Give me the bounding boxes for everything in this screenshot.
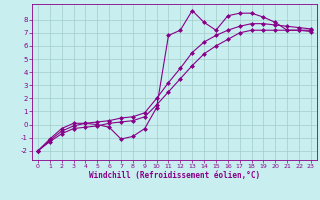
X-axis label: Windchill (Refroidissement éolien,°C): Windchill (Refroidissement éolien,°C) [89, 171, 260, 180]
